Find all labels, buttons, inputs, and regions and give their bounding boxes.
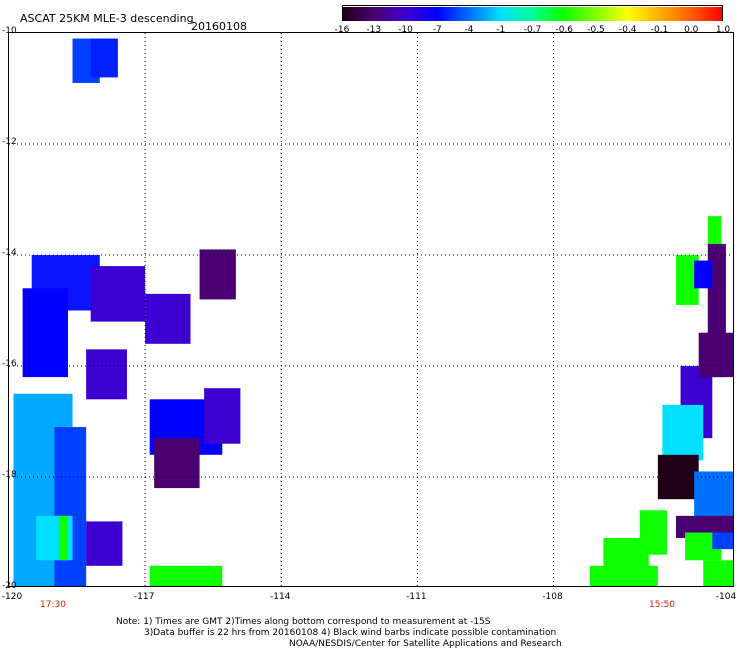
- longitude-tick-label: -120: [1, 592, 23, 602]
- colorbar-tick-label: -0.7: [523, 25, 542, 35]
- wind-data-cell: [86, 521, 123, 566]
- time-left: 17:30: [40, 600, 66, 610]
- wind-data-cell: [154, 438, 200, 489]
- wind-data-cell: [22, 288, 68, 378]
- colorbar-tick-label: -7: [432, 25, 442, 35]
- colorbar-tick-label: -0.5: [587, 25, 605, 35]
- colorbar-tick-label: -1: [496, 25, 506, 35]
- time-right: 15:50: [649, 600, 675, 610]
- colorbar-tick-label: -4: [464, 25, 474, 35]
- wind-data-cell: [54, 427, 87, 586]
- wind-data-cell: [589, 565, 658, 586]
- latitude-tick-label: -10: [2, 26, 17, 36]
- wind-data-cell: [662, 404, 704, 461]
- latitude-tick-label: -12: [2, 137, 17, 147]
- wind-data-cell: [86, 349, 127, 400]
- wind-data-cell: [149, 565, 223, 586]
- colorbar-gradient: [343, 7, 722, 21]
- wind-data-cell: [712, 532, 733, 550]
- wind-data-cell: [90, 38, 118, 78]
- map-title: ASCAT 25KM MLE-3 descending: [20, 12, 194, 25]
- longitude-tick-label: -108: [542, 592, 563, 602]
- wind-data-cell: [90, 266, 146, 322]
- colorbar-tick-label: 0.0: [684, 25, 699, 35]
- longitude-tick-label: -111: [406, 592, 427, 602]
- longitude-tick-label: -104: [715, 592, 737, 602]
- latitude-tick-label: -18: [2, 470, 17, 480]
- colorbar-tick-label: -0.4: [618, 25, 637, 35]
- wind-data-cell: [199, 249, 236, 300]
- latitude-tick-label: -14: [2, 248, 17, 258]
- wind-data-cell: [676, 255, 699, 305]
- note-line-2: 3)Data buffer is 22 hrs from 20160108 4)…: [144, 628, 557, 638]
- colorbar-tick-label: -0.1: [650, 25, 669, 35]
- map-canvas: [9, 33, 733, 586]
- wind-data-cell: [703, 560, 733, 586]
- longitude-tick-label: -114: [270, 592, 291, 602]
- map-date: 20160108: [191, 20, 247, 33]
- colorbar-tick-label: -0.6: [555, 25, 574, 35]
- latitude-tick-label: -16: [2, 359, 17, 369]
- map-plot-area: [8, 32, 734, 587]
- wind-data-cell: [145, 293, 191, 344]
- colorbar-tick-label: -16: [334, 25, 350, 35]
- wind-data-cell: [657, 454, 699, 500]
- longitude-tick-label: -117: [133, 592, 155, 602]
- colorbar-tick-label: -10: [398, 25, 413, 35]
- note-line-1: Note: 1) Times are GMT 2)Times along bot…: [116, 617, 491, 627]
- note-line-3: NOAA/NESDIS/Center for Satellite Applica…: [289, 639, 562, 649]
- wind-data-cell: [694, 260, 713, 289]
- wind-data-cell: [707, 216, 722, 244]
- wind-data-cell: [204, 388, 241, 444]
- wind-data-cell: [698, 332, 733, 378]
- colorbar-tick-label: 1.0: [715, 25, 731, 35]
- colorbar: [342, 5, 723, 21]
- wind-data-cell: [58, 515, 68, 561]
- colorbar-tick-label: -13: [366, 25, 382, 35]
- latitude-tick-label: -20: [2, 581, 17, 591]
